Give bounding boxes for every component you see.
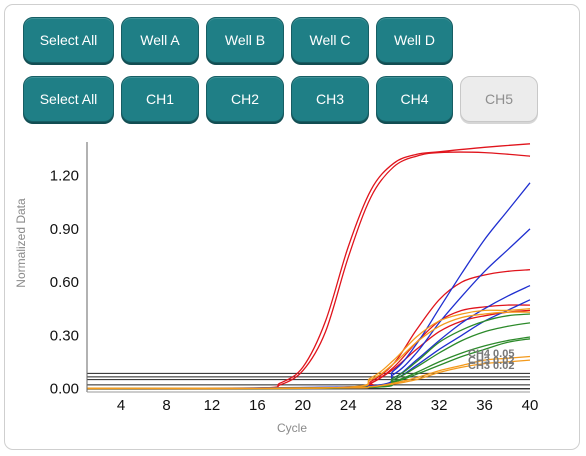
button-label: CH5 [484, 91, 513, 107]
orange-amplification-curve [86, 355, 531, 390]
select-all-wells-button[interactable]: Select All [23, 17, 114, 63]
button-label: Well A [140, 32, 180, 48]
ch2-button[interactable]: CH2 [206, 76, 284, 122]
x-tick-label: 8 [162, 397, 170, 414]
y-tick-label: 0.90 [50, 221, 79, 238]
x-tick-label: 28 [385, 397, 402, 414]
y-tick-label: 0.30 [50, 327, 79, 344]
ch3-button[interactable]: CH3 [291, 76, 369, 122]
x-axis-label: Cycle [277, 421, 307, 435]
x-tick-label: 40 [522, 397, 539, 414]
amplification-curves [86, 143, 531, 390]
button-label: CH3 [315, 91, 344, 107]
button-label: Well D [394, 32, 435, 48]
y-tick-label: 0.60 [50, 274, 79, 291]
threshold-label: CH3 0.02 [468, 355, 514, 367]
x-tick-label: 16 [249, 397, 266, 414]
x-tick-label: 24 [340, 397, 357, 414]
button-label: CH1 [145, 91, 174, 107]
button-label: Well C [309, 32, 351, 48]
threshold-label: CH3 0.02 [468, 360, 514, 372]
threshold-label: CH4 0.05 [468, 348, 514, 360]
ch5-button[interactable]: CH5 [460, 76, 538, 122]
x-tick-label: 4 [117, 397, 125, 414]
well-b-button[interactable]: Well B [206, 17, 284, 63]
y-tick-labels: 0.00 0.30 0.60 0.90 1.20 [50, 168, 79, 398]
x-tick-labels: 4 8 12 16 20 24 28 32 36 40 [117, 397, 538, 414]
y-tick-label: 0.00 [50, 380, 79, 397]
ch4-button[interactable]: CH4 [376, 76, 453, 122]
orange-amplification-curve [86, 359, 531, 390]
select-all-channels-button[interactable]: Select All [23, 76, 114, 122]
button-label: CH2 [230, 91, 259, 107]
button-label: Select All [39, 32, 98, 48]
x-tick-label: 12 [204, 397, 221, 414]
button-label: Select All [39, 91, 98, 107]
x-tick-label: 32 [431, 397, 448, 414]
button-label: CH4 [400, 91, 429, 107]
x-tick-label: 36 [476, 397, 493, 414]
x-tick-label: 20 [294, 397, 311, 414]
button-label: Well B [224, 32, 266, 48]
y-tick-label: 1.20 [50, 168, 79, 185]
well-a-button[interactable]: Well A [121, 17, 199, 63]
well-d-button[interactable]: Well D [376, 17, 453, 63]
ch1-button[interactable]: CH1 [121, 76, 199, 122]
well-c-button[interactable]: Well C [291, 17, 369, 63]
y-axis-label: Normalized Data [14, 198, 28, 288]
chart-axes [86, 142, 530, 393]
